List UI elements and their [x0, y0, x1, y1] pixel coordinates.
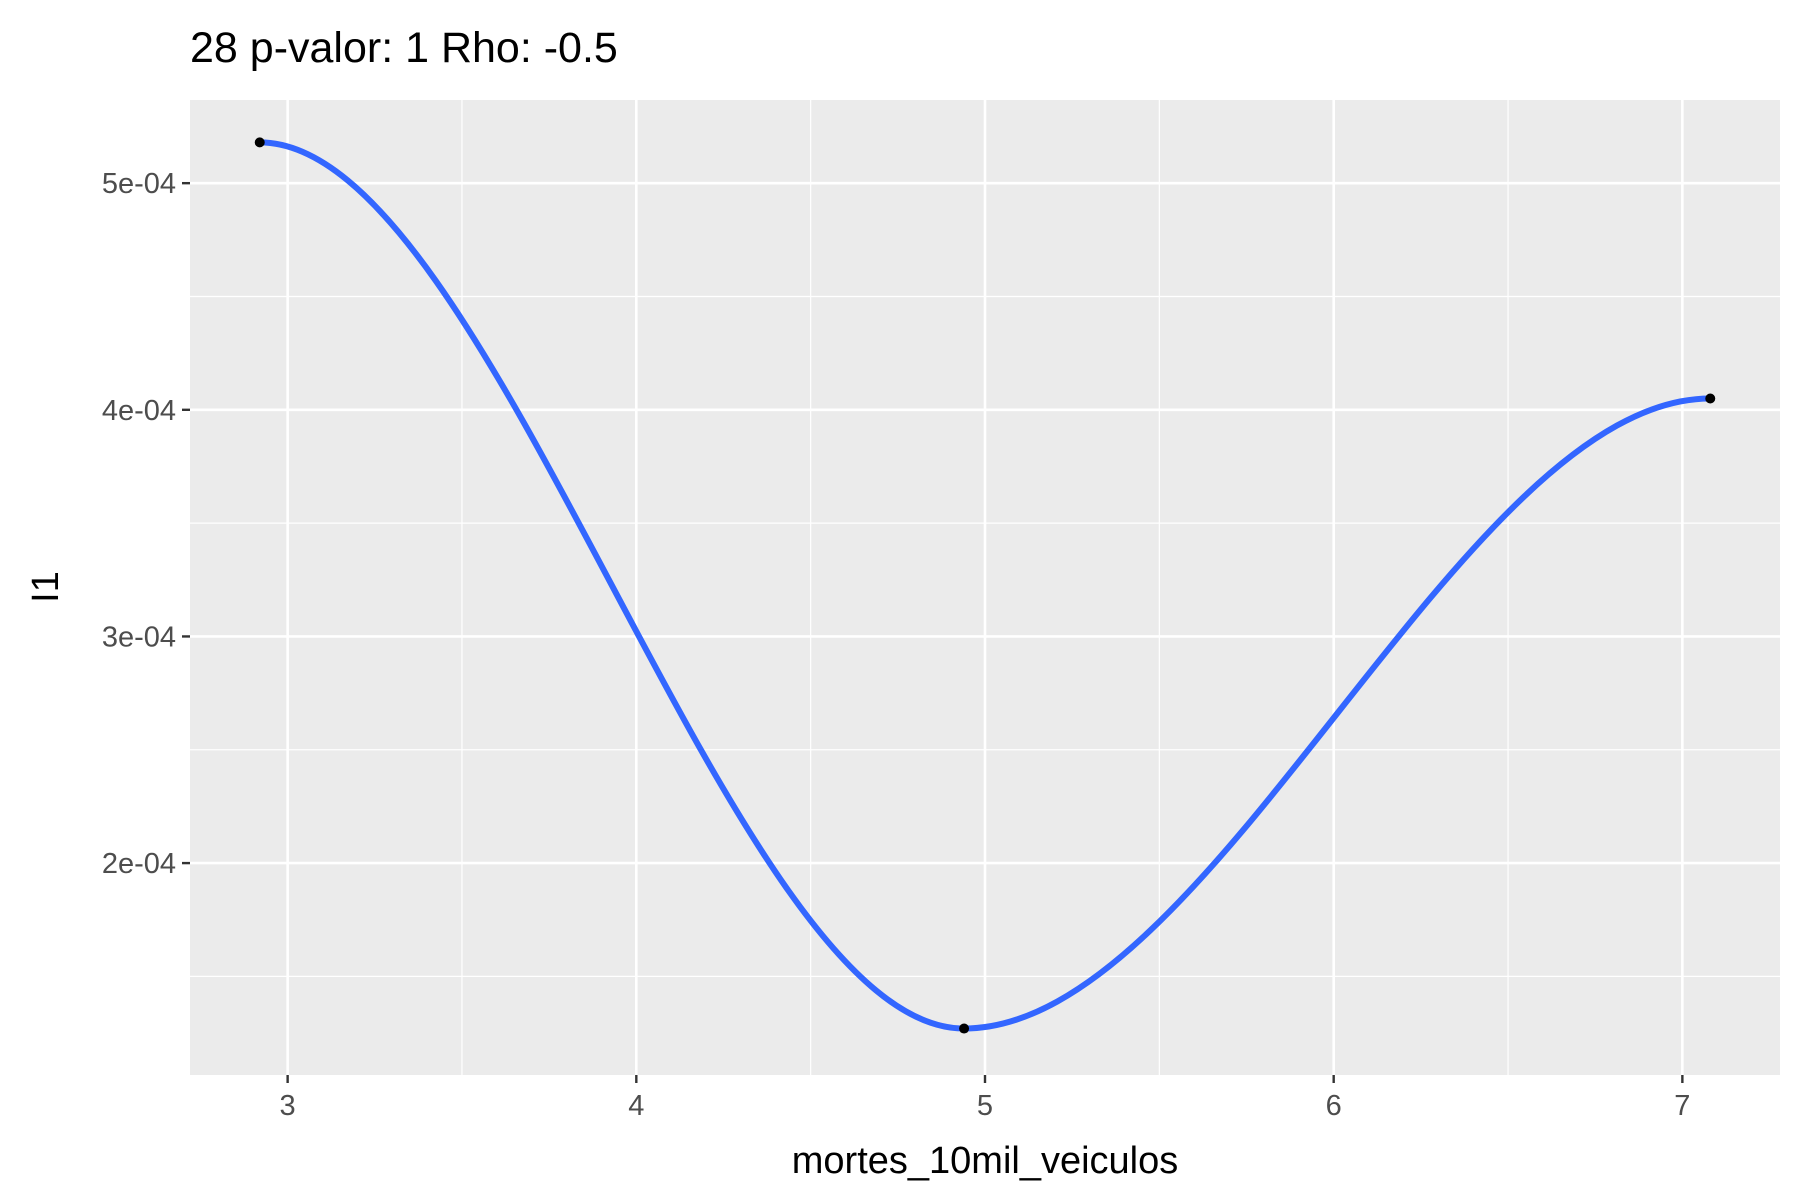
x-axis: 3 4 5 6 7 [280, 1075, 1690, 1122]
x-tick-label-2: 5 [977, 1090, 993, 1122]
y-axis-title: I1 [25, 571, 67, 603]
x-axis-title: mortes_10mil_veiculos [792, 1140, 1179, 1182]
x-tick-label-4: 7 [1674, 1090, 1690, 1122]
x-tick-label-1: 4 [628, 1090, 644, 1122]
y-axis: 2e-04 3e-04 4e-04 5e-04 [102, 168, 190, 880]
y-tick-label-1: 3e-04 [102, 621, 176, 653]
smooth-layer [256, 139, 1714, 1032]
x-tick-label-3: 6 [1326, 1090, 1342, 1122]
y-tick-label-0: 2e-04 [102, 848, 176, 880]
chart-title: 28 p-valor: 1 Rho: -0.5 [190, 24, 618, 72]
data-point-1 [959, 1023, 970, 1034]
y-tick-label-2: 4e-04 [102, 395, 176, 427]
data-point-2 [1705, 393, 1716, 404]
y-tick-label-3: 5e-04 [102, 168, 176, 200]
x-tick-label-0: 3 [280, 1090, 296, 1122]
major-grid [190, 100, 1780, 1075]
data-point-0 [254, 137, 265, 148]
points-layer [254, 137, 1716, 1034]
smooth-line [256, 139, 1714, 1032]
